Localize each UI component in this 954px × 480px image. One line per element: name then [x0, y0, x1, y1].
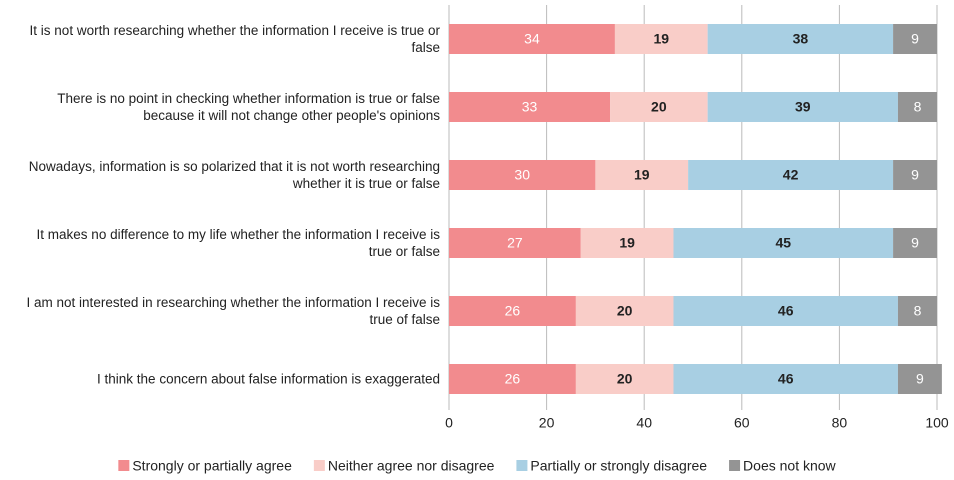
- bar-segment: [614, 24, 708, 54]
- legend-label: Strongly or partially agree: [132, 458, 292, 474]
- x-tick-label: 80: [832, 415, 848, 431]
- bar-segment: [449, 92, 611, 122]
- data-label: 9: [916, 371, 924, 387]
- data-label: 9: [911, 31, 919, 47]
- data-label: 19: [634, 167, 650, 183]
- legend-swatch: [516, 460, 528, 471]
- bar-segment: [688, 160, 894, 190]
- bar-segment: [707, 24, 894, 54]
- data-label: 8: [914, 303, 922, 319]
- data-label: 9: [911, 167, 919, 183]
- category-label: It makes no difference to my life whethe…: [36, 227, 440, 259]
- category-label: Nowadays, information is so polarized th…: [28, 159, 440, 191]
- data-label: 26: [505, 303, 521, 319]
- data-label: 33: [522, 99, 538, 115]
- data-label: 8: [914, 99, 922, 115]
- data-label: 34: [524, 31, 540, 47]
- bar-segment: [893, 160, 937, 190]
- bar-segment: [897, 364, 942, 394]
- bar-segment: [449, 364, 576, 394]
- legend: Strongly or partially agree Neither agree…: [118, 458, 837, 474]
- data-label: 42: [783, 167, 799, 183]
- bar-segment: [673, 228, 894, 258]
- category-label: I am not interested in researching wheth…: [26, 295, 440, 327]
- legend-label: Partially or strongly disagree: [530, 458, 707, 474]
- data-label: 39: [795, 99, 811, 115]
- legend-label: Does not know: [743, 458, 836, 474]
- bar-segment: [893, 24, 937, 54]
- bar-segment: [595, 160, 689, 190]
- bar-segment: [897, 92, 937, 122]
- bar-segment: [897, 296, 937, 326]
- data-label: 27: [507, 235, 523, 251]
- bar-segment: [575, 296, 674, 326]
- data-label: 20: [651, 99, 667, 115]
- x-tick-label: 100: [925, 415, 949, 431]
- x-tick-label: 20: [539, 415, 555, 431]
- legend-label: Neither agree nor disagree: [328, 458, 495, 474]
- data-label: 46: [778, 371, 794, 387]
- data-label: 46: [778, 303, 794, 319]
- legend-swatch: [118, 460, 130, 471]
- bar-segment: [673, 296, 898, 326]
- bar-segment: [707, 92, 898, 122]
- data-label: 26: [505, 371, 521, 387]
- bar-segment: [893, 228, 937, 258]
- data-label: 38: [793, 31, 809, 47]
- bar-segment: [610, 92, 708, 122]
- data-label: 20: [617, 303, 633, 319]
- data-label: 9: [911, 235, 919, 251]
- bar-segment: [449, 296, 576, 326]
- bar-segment: [575, 364, 674, 394]
- data-label: 20: [617, 371, 633, 387]
- bar-segment: [580, 228, 674, 258]
- bar-segment: [449, 160, 596, 190]
- x-tick-label: 0: [445, 415, 453, 431]
- bar-segment: [449, 228, 581, 258]
- legend-swatch: [313, 460, 325, 471]
- category-label: It is not worth researching whether the …: [29, 23, 440, 55]
- data-label: 19: [619, 235, 635, 251]
- bar-segment: [449, 24, 615, 54]
- x-tick-label: 60: [734, 415, 750, 431]
- data-label: 30: [514, 167, 530, 183]
- grid: [448, 5, 938, 410]
- data-label: 19: [653, 31, 669, 47]
- bar-segment: [673, 364, 898, 394]
- legend-swatch: [729, 460, 741, 471]
- data-label: 45: [775, 235, 791, 251]
- x-tick-label: 40: [636, 415, 652, 431]
- category-label: I think the concern about false informat…: [97, 371, 440, 387]
- category-label: There is no point in checking whether in…: [57, 91, 440, 123]
